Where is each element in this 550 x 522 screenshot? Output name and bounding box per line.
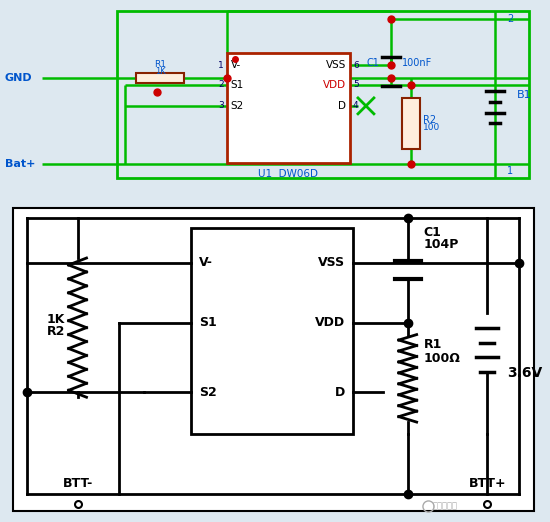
- Text: C1: C1: [424, 226, 442, 239]
- Bar: [117, 11, 529, 179]
- Text: GND: GND: [5, 73, 32, 83]
- Text: S2: S2: [230, 101, 244, 111]
- Text: 5: 5: [353, 80, 359, 89]
- Text: S1: S1: [230, 80, 244, 90]
- Text: Bat+: Bat+: [5, 159, 35, 169]
- Text: D: D: [338, 101, 346, 111]
- Text: 104P: 104P: [424, 238, 459, 251]
- Text: 1: 1: [507, 165, 513, 175]
- Text: R2: R2: [47, 325, 65, 338]
- Text: 1K: 1K: [155, 67, 166, 76]
- Text: 100: 100: [422, 123, 440, 132]
- Text: 电路一点通: 电路一点通: [432, 501, 458, 510]
- Bar: [136, 73, 184, 83]
- Text: 100Ω: 100Ω: [424, 352, 460, 365]
- Text: 3: 3: [218, 101, 224, 110]
- Text: VDD: VDD: [323, 80, 346, 90]
- Text: V-: V-: [230, 60, 241, 70]
- Bar: [227, 53, 350, 162]
- Text: 2: 2: [507, 15, 513, 25]
- Bar: [402, 98, 420, 149]
- Text: D: D: [335, 386, 345, 399]
- Text: S2: S2: [199, 386, 217, 399]
- Text: 6: 6: [353, 61, 359, 69]
- Text: R1: R1: [424, 338, 442, 351]
- Text: VDD: VDD: [315, 316, 345, 329]
- Text: BTT+: BTT+: [469, 477, 506, 490]
- Text: 2: 2: [218, 80, 224, 89]
- Text: B1: B1: [517, 90, 532, 100]
- Text: R1: R1: [154, 60, 166, 69]
- Text: BTT-: BTT-: [63, 477, 93, 490]
- Bar: [13, 208, 534, 511]
- Text: 100nF: 100nF: [402, 58, 432, 68]
- Text: VSS: VSS: [318, 256, 345, 269]
- Text: S1: S1: [199, 316, 217, 329]
- Text: 3.6V: 3.6V: [507, 366, 542, 381]
- Text: 4: 4: [353, 101, 359, 110]
- Bar: [191, 228, 353, 434]
- Text: R2: R2: [422, 115, 436, 125]
- Text: VSS: VSS: [326, 60, 346, 70]
- Text: V-: V-: [199, 256, 213, 269]
- Text: U1  DW06D: U1 DW06D: [258, 169, 318, 179]
- Text: 1K: 1K: [47, 313, 65, 326]
- Text: 1: 1: [218, 61, 224, 69]
- Text: C1: C1: [367, 58, 380, 68]
